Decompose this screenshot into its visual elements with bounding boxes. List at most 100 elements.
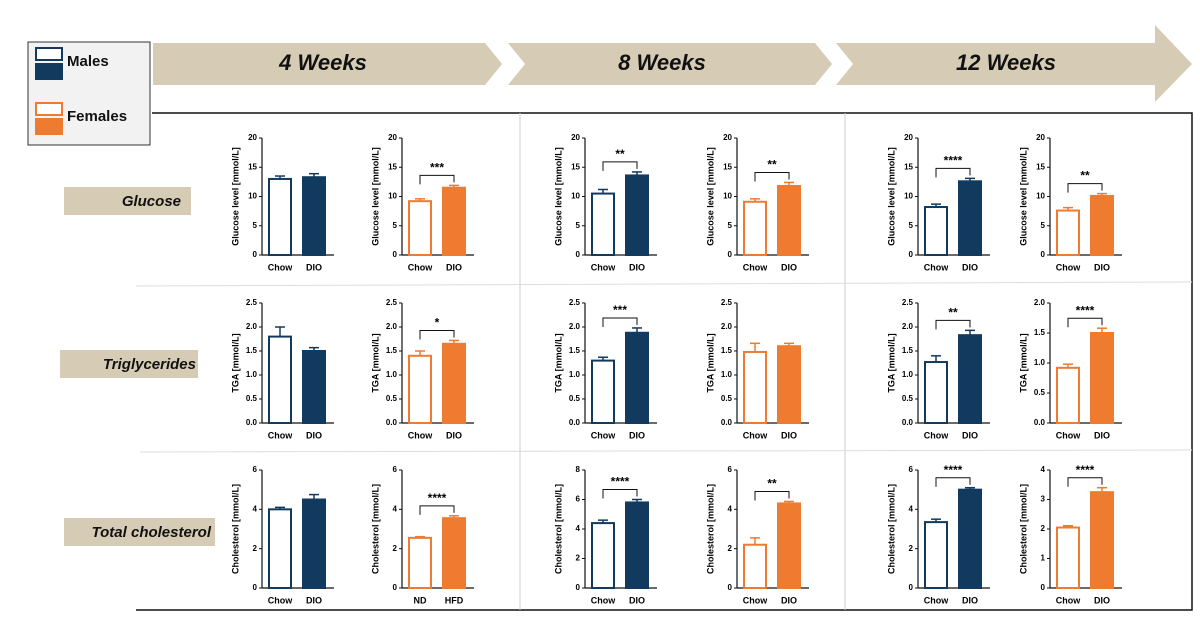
- y-axis-label: Glucose level [mmol/L]: [230, 147, 240, 246]
- significance-bracket: [935, 319, 971, 330]
- x-tick-label: Chow: [408, 430, 433, 440]
- y-tick-label: 10: [723, 192, 732, 201]
- timepoint: 4 Weeks: [278, 50, 367, 75]
- y-tick-label: 0.5: [246, 394, 258, 403]
- x-tick-label: Chow: [268, 262, 293, 272]
- y-tick-label: 0.5: [902, 394, 914, 403]
- significance-bracket: [754, 171, 790, 182]
- divider: [139, 449, 1193, 453]
- x-tick-label: Chow: [268, 595, 293, 605]
- significance-bracket: [419, 505, 455, 515]
- y-axis-label: Cholesterol [mmol/L]: [370, 484, 380, 574]
- x-tick-label: Chow: [743, 262, 768, 272]
- x-tick-label: Chow: [268, 430, 293, 440]
- x-tick-label: DIO: [781, 595, 797, 605]
- x-tick-label: DIO: [962, 262, 978, 272]
- y-tick-label: 2.0: [902, 322, 914, 331]
- y-tick-label: 1.5: [1034, 328, 1046, 337]
- x-tick-label: Chow: [924, 595, 949, 605]
- y-tick-label: 0: [253, 250, 258, 259]
- y-tick-label: 1.5: [721, 346, 733, 355]
- bar: [1056, 366, 1080, 424]
- y-tick-label: 4: [576, 524, 581, 533]
- legend-swatch: [35, 47, 63, 61]
- bar: [442, 342, 466, 424]
- significance-bracket: [935, 477, 971, 487]
- y-tick-label: 15: [904, 162, 913, 171]
- bar: [777, 345, 801, 425]
- y-tick-label: 1.0: [386, 370, 398, 379]
- y-tick-label: 2.5: [386, 298, 398, 307]
- x-tick-label: DIO: [1094, 430, 1110, 440]
- bar: [1090, 491, 1114, 589]
- bar: [743, 543, 767, 590]
- significance-bracket: [1067, 183, 1103, 193]
- y-tick-label: 0: [909, 250, 914, 259]
- y-tick-label: 10: [248, 192, 257, 201]
- x-tick-label: DIO: [1094, 262, 1110, 272]
- y-tick-label: 15: [248, 162, 257, 171]
- significance-label: ****: [1076, 303, 1095, 317]
- bar: [924, 361, 948, 425]
- timepoint: 8 Weeks: [618, 50, 706, 75]
- significance-bracket: [602, 161, 638, 171]
- y-tick-label: 1.5: [246, 346, 258, 355]
- y-tick-label: 2.5: [246, 298, 258, 307]
- significance-label: ***: [430, 161, 444, 175]
- panel-border: [136, 112, 1193, 611]
- bar: [442, 186, 466, 257]
- y-tick-label: 6: [576, 495, 581, 504]
- y-tick-label: 2.5: [902, 298, 914, 307]
- y-tick-label: 20: [1036, 133, 1045, 142]
- y-tick-label: 0: [728, 583, 733, 592]
- header-arrow: [508, 43, 832, 85]
- row-label-box: [64, 187, 191, 215]
- bar: [1056, 526, 1080, 590]
- bar: [924, 206, 948, 256]
- legend-label: Males: [67, 53, 109, 70]
- x-tick-label: Chow: [408, 262, 433, 272]
- x-tick-label: Chow: [591, 595, 616, 605]
- x-tick-label: DIO: [1094, 595, 1110, 605]
- y-tick-label: 2.0: [721, 322, 733, 331]
- y-tick-label: 2.5: [721, 298, 733, 307]
- y-tick-label: 0.0: [569, 418, 581, 427]
- x-tick-label: DIO: [962, 595, 978, 605]
- bar: [268, 508, 292, 590]
- y-tick-label: 15: [723, 162, 732, 171]
- x-tick-label: DIO: [446, 262, 462, 272]
- y-tick-label: 15: [1036, 162, 1045, 171]
- y-tick-label: 0.0: [721, 418, 733, 427]
- y-tick-label: 4: [253, 504, 258, 513]
- bar: [777, 184, 801, 256]
- x-tick-label: DIO: [629, 430, 645, 440]
- x-tick-label: Chow: [924, 262, 949, 272]
- y-tick-label: 0: [728, 250, 733, 259]
- x-tick-label: Chow: [1056, 595, 1081, 605]
- y-axis-label: TGA [mmol/L]: [886, 333, 896, 392]
- y-tick-label: 0: [1041, 583, 1046, 592]
- y-tick-label: 3: [1041, 495, 1046, 504]
- y-tick-label: 2: [909, 544, 914, 553]
- y-tick-label: 2.0: [1034, 298, 1046, 307]
- significance-label: **: [767, 158, 777, 172]
- y-axis-label: Cholesterol [mmol/L]: [886, 484, 896, 574]
- y-axis-label: TGA [mmol/L]: [1018, 333, 1028, 392]
- y-axis-label: TGA [mmol/L]: [370, 333, 380, 392]
- y-tick-label: 0.5: [721, 394, 733, 403]
- y-tick-label: 2: [253, 544, 258, 553]
- y-tick-label: 0: [1041, 250, 1046, 259]
- bar: [302, 176, 326, 257]
- bar: [1090, 194, 1114, 256]
- legend-label: Females: [67, 108, 127, 125]
- y-axis-label: Cholesterol [mmol/L]: [230, 484, 240, 574]
- y-axis-label: Glucose level [mmol/L]: [886, 147, 896, 246]
- x-tick-label: Chow: [924, 430, 949, 440]
- bar: [743, 200, 767, 256]
- y-tick-label: 20: [248, 133, 257, 142]
- y-tick-label: 5: [393, 221, 398, 230]
- divider: [135, 281, 1193, 287]
- x-tick-label: Chow: [591, 430, 616, 440]
- y-tick-label: 0.5: [386, 394, 398, 403]
